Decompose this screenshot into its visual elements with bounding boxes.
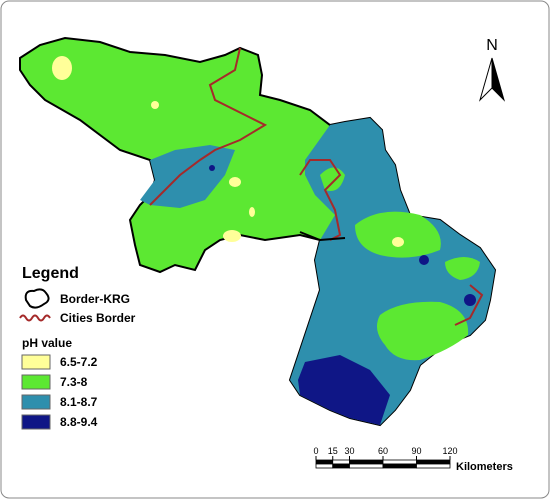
- legend-item: Border-KRG: [60, 292, 130, 306]
- legend-class-label: 8.1-8.7: [60, 395, 98, 409]
- zone: [298, 355, 390, 425]
- legend-item: Cities Border: [60, 311, 136, 325]
- zone: [249, 207, 255, 217]
- scale-tick-label: 15: [328, 446, 338, 456]
- scale-tick-label: 120: [442, 446, 457, 456]
- zone: [392, 237, 404, 247]
- zone: [464, 294, 476, 306]
- zone: [376, 301, 469, 361]
- scale-bar: 0 15 30 60 90 120 Kilometers: [313, 446, 512, 473]
- scale-tick-label: 90: [411, 446, 421, 456]
- legend-classes: 6.5-7.2 7.3-8 8.1-8.7 8.8-9.4: [21, 354, 98, 430]
- zone: [229, 177, 241, 187]
- zone: [223, 230, 241, 242]
- cities-border: [149, 47, 484, 326]
- legend-class-label: 8.8-9.4: [60, 415, 98, 429]
- zone: [151, 101, 159, 109]
- legend-cities-icon: [19, 314, 51, 322]
- legend-class-label: 6.5-7.2: [60, 355, 98, 369]
- legend-swatch: [21, 414, 51, 430]
- border-line: [299, 231, 346, 242]
- zone: [419, 255, 429, 265]
- scale-segment: [332, 459, 350, 465]
- zone: [209, 165, 215, 171]
- scale-segment: [382, 459, 417, 465]
- scale-segment: [315, 463, 334, 469]
- legend-border-icon: [24, 288, 50, 309]
- map-regions: [19, 36, 497, 427]
- zone: [290, 118, 495, 425]
- scale-segment: [315, 459, 334, 465]
- zone: [52, 56, 72, 80]
- scale-unit: Kilometers: [456, 461, 513, 473]
- scale-segment: [349, 459, 384, 465]
- legend-class-label: 7.3-8: [60, 375, 88, 389]
- legend-title: Legend: [22, 265, 79, 282]
- scale-segment: [382, 463, 417, 469]
- scale-tick-label: 0: [313, 446, 318, 456]
- scale-segment: [416, 463, 451, 469]
- cities-border-line: [299, 159, 342, 241]
- scale-segment: [332, 463, 350, 469]
- cities-border-line: [454, 284, 484, 326]
- scale-tick-label: 30: [344, 446, 354, 456]
- scale-tick-label: 60: [378, 446, 388, 456]
- legend-ph-title: pH value: [22, 336, 72, 350]
- legend-swatch: [21, 354, 51, 370]
- zone: [355, 211, 441, 258]
- north-label: N: [486, 37, 498, 54]
- scale-segment: [349, 463, 384, 469]
- zone: [445, 257, 480, 280]
- cities-border-line: [149, 47, 268, 206]
- north-arrow: [491, 57, 506, 102]
- scale-segment: [416, 459, 451, 465]
- legend-swatch: [21, 374, 51, 390]
- legend-swatch: [21, 394, 51, 410]
